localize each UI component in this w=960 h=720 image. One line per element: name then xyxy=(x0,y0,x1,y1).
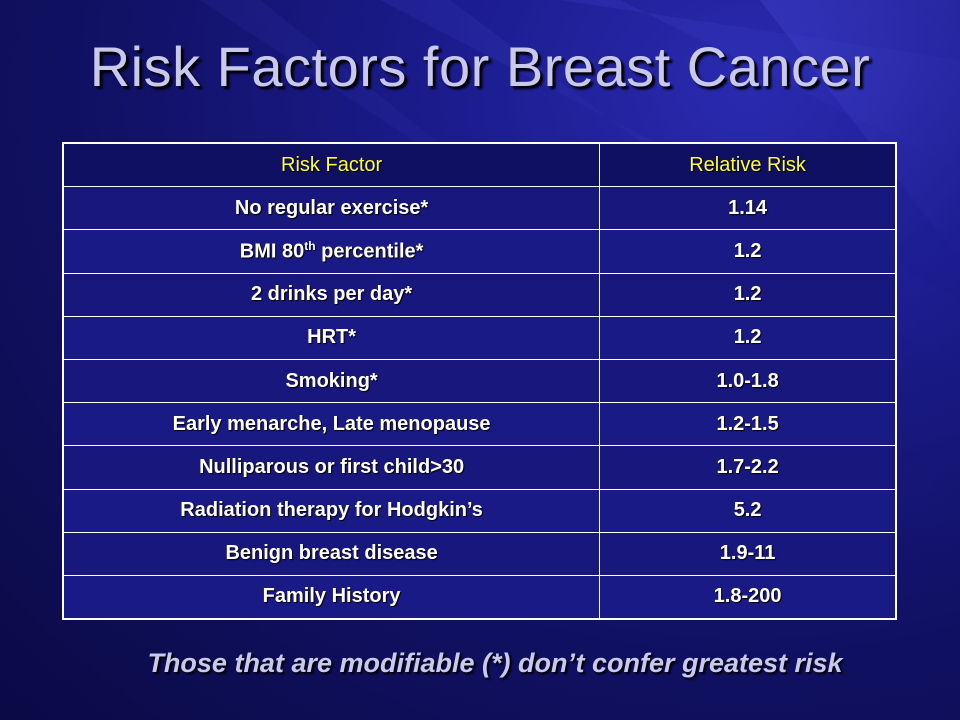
risk-factor-cell: HRT* xyxy=(62,315,601,360)
table-row: Family History 1.8-200 xyxy=(62,574,897,620)
table-row: Benign breast disease 1.9-11 xyxy=(62,531,897,576)
risk-factor-cell: Radiation therapy for Hodgkin’s xyxy=(62,488,601,533)
risk-factor-cell: BMI 80th percentile* xyxy=(62,229,601,274)
table-row: Radiation therapy for Hodgkin’s 5.2 xyxy=(62,488,897,533)
relative-risk-cell: 1.9-11 xyxy=(599,531,897,576)
risk-factor-cell: Family History xyxy=(62,574,601,620)
relative-risk-cell: 5.2 xyxy=(599,488,897,533)
slide-title: Risk Factors for Breast Cancer xyxy=(89,35,871,98)
ordinal-superscript: th xyxy=(304,239,316,254)
table-row: No regular exercise* 1.14 xyxy=(62,186,897,231)
bmi-label: BMI 80 xyxy=(239,240,305,263)
risk-factor-cell: 2 drinks per day* xyxy=(62,272,601,317)
table-row: HRT* 1.2 xyxy=(62,315,897,360)
risk-factor-table: Risk Factor Relative Risk No regular exe… xyxy=(62,142,897,621)
risk-factor-cell: No regular exercise* xyxy=(62,186,601,231)
relative-risk-cell: 1.14 xyxy=(599,186,897,231)
table-row: Nulliparous or first child>30 1.7-2.2 xyxy=(62,445,897,490)
risk-factor-cell: Benign breast disease xyxy=(62,531,601,576)
table-row: 2 drinks per day* 1.2 xyxy=(62,272,897,317)
table-row: Smoking* 1.0-1.8 xyxy=(62,358,897,404)
column-header-relative-risk: Relative Risk xyxy=(599,142,897,188)
relative-risk-cell: 1.8-200 xyxy=(599,574,897,620)
relative-risk-cell: 1.2 xyxy=(599,315,897,360)
risk-factor-cell: Smoking* xyxy=(62,358,601,404)
relative-risk-cell: 1.7-2.2 xyxy=(599,445,897,490)
slide-footer-note: Those that are modifiable (*) don’t conf… xyxy=(147,648,843,678)
risk-factor-cell: Nulliparous or first child>30 xyxy=(62,445,601,490)
relative-risk-cell: 1.2 xyxy=(599,229,897,274)
relative-risk-cell: 1.0-1.8 xyxy=(599,358,897,404)
risk-factor-cell: Early menarche, Late menopause xyxy=(62,402,601,447)
relative-risk-cell: 1.2 xyxy=(599,272,897,317)
table-row: Early menarche, Late menopause 1.2-1.5 xyxy=(62,402,897,447)
percentile-label: percentile* xyxy=(315,240,424,263)
table-row: BMI 80th percentile* 1.2 xyxy=(62,229,897,274)
column-header-risk-factor: Risk Factor xyxy=(62,142,601,188)
table-header-row: Risk Factor Relative Risk xyxy=(62,142,897,188)
relative-risk-cell: 1.2-1.5 xyxy=(599,402,897,447)
